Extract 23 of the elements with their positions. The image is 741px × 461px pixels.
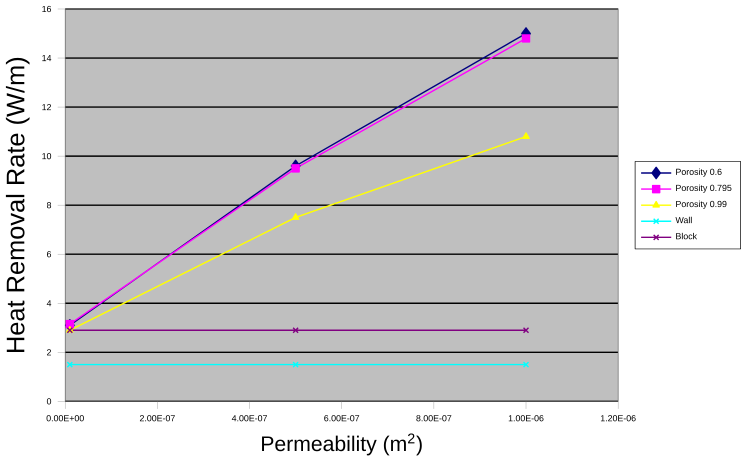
- y-axis-title: Heat Removal Rate (W/m): [6, 58, 30, 352]
- legend-label: Block: [676, 232, 698, 240]
- y-tick-label: 12: [42, 104, 52, 110]
- legend-label: Porosity 0.795: [676, 184, 732, 193]
- y-tick-label: 16: [42, 6, 52, 12]
- legend-label: Wall: [675, 216, 692, 224]
- y-tick-label: 0: [46, 398, 52, 404]
- x-tick-label: 1.00E-06: [508, 414, 544, 422]
- y-tick-label: 2: [47, 349, 52, 356]
- x-tick-label: 6.00E-07: [324, 414, 360, 422]
- y-tick-label: 14: [42, 54, 52, 61]
- legend-label: Porosity 0.99: [676, 200, 726, 209]
- x-tick-label: 1.20E-06: [600, 414, 636, 422]
- x-tick-label: 4.00E-07: [232, 414, 267, 422]
- y-tick-label: 6: [47, 250, 52, 258]
- y-tick-label: 8: [46, 202, 52, 208]
- y-tick-label: 4: [46, 300, 52, 306]
- legend-label: Porosity 0.6: [676, 168, 722, 177]
- y-tick-label: 10: [42, 152, 52, 160]
- x-axis-title: Permeability (m$^{2}$): [262, 433, 422, 456]
- x-tick-label: 2.00E-07: [140, 414, 175, 422]
- x-tick-label: 8.00E-07: [416, 414, 452, 422]
- x-tick-label: 0.00E+00: [46, 414, 84, 422]
